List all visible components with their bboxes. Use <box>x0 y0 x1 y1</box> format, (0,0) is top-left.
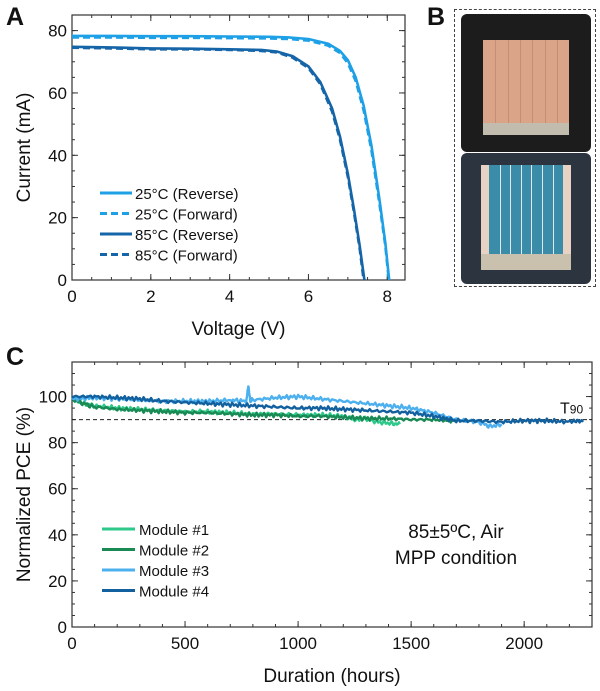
condition-annotation: 85±5ºC, Air <box>408 522 504 543</box>
x-axis-label: Voltage (V) <box>192 319 286 340</box>
legend-label: 25°C (Reverse) <box>135 186 239 203</box>
legend-label: 25°C (Forward) <box>135 207 238 224</box>
x-axis-label: Duration (hours) <box>263 666 400 687</box>
y-tick-label: 40 <box>48 146 67 165</box>
series-line-4 <box>71 46 365 281</box>
x-tick-label: 2 <box>146 287 155 306</box>
x-tick-label: 500 <box>171 634 199 653</box>
y-tick-label: 40 <box>48 526 67 545</box>
condition-annotation: MPP condition <box>395 548 517 569</box>
x-tick-label: 0 <box>67 634 76 653</box>
legend-label: Module #4 <box>139 584 209 601</box>
plot-frame <box>71 361 593 628</box>
series-line-3 <box>71 45 366 281</box>
series-line-module-4 <box>71 394 584 425</box>
legend-label: Module #1 <box>139 522 209 539</box>
x-tick-label: 8 <box>383 287 392 306</box>
series-line-module-2 <box>71 395 457 424</box>
y-tick-label: 0 <box>58 618 67 637</box>
x-tick-label: 4 <box>225 287 234 306</box>
y-tick-label: 100 <box>39 388 67 407</box>
series-line-1 <box>72 34 391 281</box>
y-tick-label: 0 <box>58 271 67 290</box>
legend-label: 85°C (Reverse) <box>135 227 239 244</box>
y-tick-label: 60 <box>48 480 67 499</box>
x-tick-label: 0 <box>67 287 76 306</box>
y-axis-label: Normalized PCE (%) <box>14 407 35 582</box>
series-line-module-1 <box>71 397 401 427</box>
x-tick-label: 2000 <box>505 634 543 653</box>
series-line-module-3 <box>71 385 503 429</box>
y-tick-label: 80 <box>48 22 67 41</box>
x-tick-label: 6 <box>304 287 313 306</box>
y-tick-label: 60 <box>48 84 67 103</box>
module-photo-back <box>461 153 591 284</box>
x-tick-label: 1000 <box>279 634 317 653</box>
panel-label-b: B <box>427 3 446 31</box>
panel-label-c: C <box>6 343 25 371</box>
series-line-2 <box>72 36 391 281</box>
panel-label-a: A <box>6 3 25 31</box>
y-tick-label: 20 <box>48 572 67 591</box>
y-axis-label: Current (mA) <box>14 93 35 203</box>
x-tick-label: 1500 <box>392 634 430 653</box>
y-tick-label: 80 <box>48 434 67 453</box>
chart-c-group: 0 500 1000 1500 2000 0 20 40 60 80 100 <box>39 361 593 653</box>
legend-label: Module #3 <box>139 563 209 580</box>
module-photos <box>454 9 596 287</box>
t90-label: T90 <box>560 401 583 418</box>
y-tick-label: 20 <box>48 209 67 228</box>
plot-frame <box>71 14 406 281</box>
legend-label: 85°C (Forward) <box>135 248 238 265</box>
legend-label: Module #2 <box>139 543 209 560</box>
module-photo-front <box>461 14 591 152</box>
